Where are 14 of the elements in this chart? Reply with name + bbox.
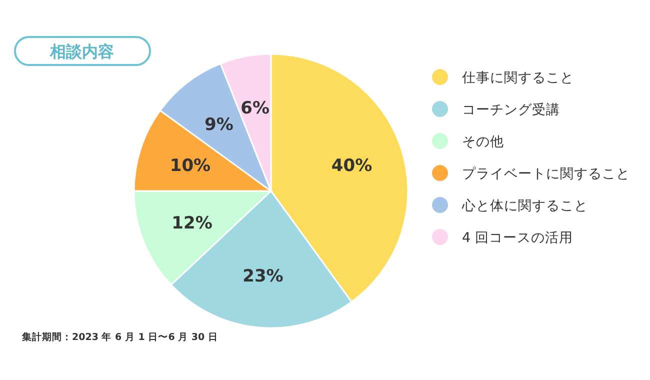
data-label: 10% xyxy=(170,156,211,176)
legend-label: 4 回コースの活用 xyxy=(462,230,573,246)
text: 集計期間：2023 年 6 月 1 日〜6 月 30 日 xyxy=(21,331,218,343)
legend-label: その他 xyxy=(462,134,504,150)
data-label: 6% xyxy=(240,98,270,119)
legend-label: 仕事に関すること xyxy=(461,70,574,86)
data-label: 12% xyxy=(172,213,212,234)
data-label: 9% xyxy=(204,114,234,135)
chart-title: 相談内容 xyxy=(49,42,114,61)
legend-label: コーチング受講 xyxy=(462,102,560,118)
legend-label: 心と体に関すること xyxy=(461,198,588,214)
data-label: 23% xyxy=(242,266,284,287)
legend-label: プライベートに関すること xyxy=(462,166,630,182)
data-label: 40% xyxy=(331,156,372,176)
